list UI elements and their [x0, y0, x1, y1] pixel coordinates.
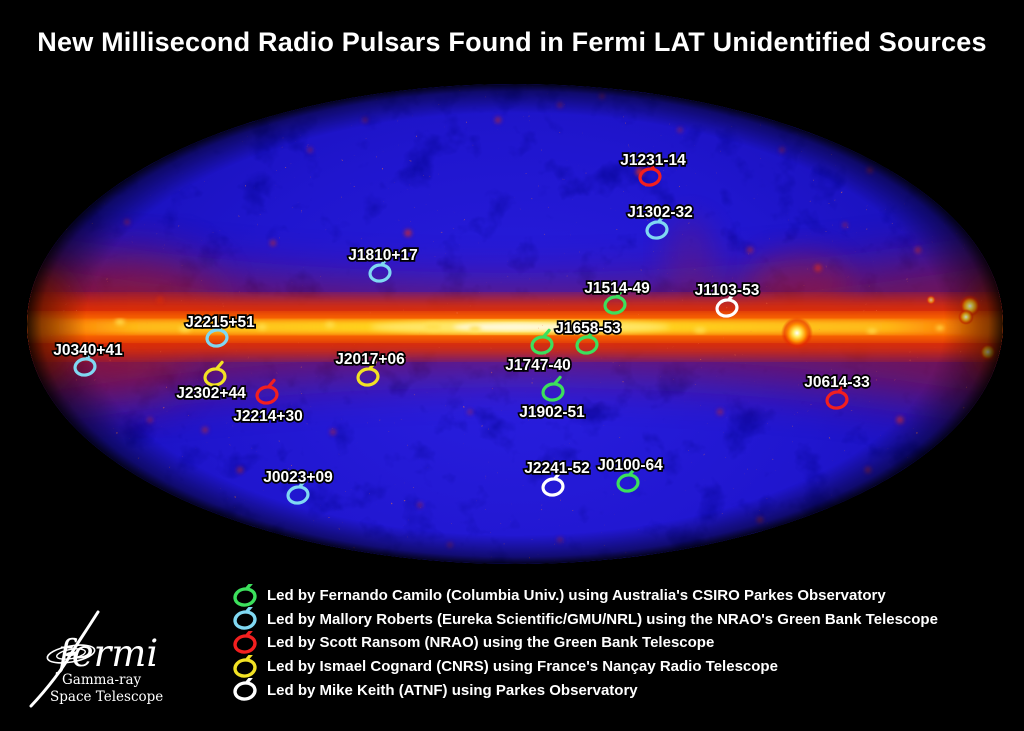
pulsar-markers-layer: J1231-14 J1302-32 J1810+17 J1514-49 J1103-53…	[52, 150, 872, 505]
legend-item-cognard: Led by Ismael Cognard (CNRS) using Franc…	[232, 654, 938, 679]
pulsar-marker-J2214+30: J2214+30	[232, 378, 304, 427]
marker-circle-icon	[203, 360, 227, 387]
pulsar-marker-J1514-49: J1514-49	[583, 278, 652, 315]
marker-circle-icon	[825, 383, 849, 410]
pulsar-marker-J1103-53: J1103-53	[693, 280, 761, 318]
marker-circle-icon	[233, 654, 257, 678]
pulsar-marker-J1902-51: J1902-51	[518, 375, 587, 423]
pulsar-label: J1902-51	[519, 404, 585, 421]
pulsar-label: J0023+09	[263, 469, 333, 486]
marker-circle-icon	[541, 470, 565, 497]
pulsar-marker-J2017+06: J2017+06	[334, 349, 407, 387]
marker-circle-icon	[205, 321, 229, 348]
pulsar-marker-J0100-64: J0100-64	[596, 455, 665, 493]
legend-item-camilo: Led by Fernando Camilo (Columbia Univ.) …	[232, 583, 938, 608]
team-marker-icon	[233, 607, 257, 631]
pulsar-label: J1810+17	[348, 247, 417, 264]
pulsar-label: J0614-33	[804, 374, 870, 391]
pulsar-label: J1231-14	[620, 152, 686, 169]
pulsar-label: J0100-64	[597, 457, 663, 474]
team-marker-icon	[233, 654, 257, 678]
marker-circle-icon	[73, 350, 97, 377]
fermi-subtitle-line2: Space Telescope	[50, 689, 163, 705]
legend: Led by Fernando Camilo (Columbia Univ.) …	[232, 583, 938, 702]
marker-circle-icon	[541, 375, 565, 402]
pulsar-marker-J2302+44: J2302+44	[175, 360, 248, 404]
pulsar-label: J1103-53	[695, 282, 760, 299]
marker-circle-icon	[255, 378, 279, 405]
marker-circle-icon	[715, 291, 739, 318]
pulsar-label: J1514-49	[584, 280, 650, 297]
pulsar-marker-J1658-53: J1658-53	[554, 318, 623, 355]
legend-label: Led by Scott Ransom (NRAO) using the Gre…	[267, 634, 715, 652]
pulsar-label: J2215+51	[185, 314, 255, 331]
pulsar-marker-J1810+17: J1810+17	[347, 245, 419, 283]
team-marker-icon	[233, 630, 257, 654]
pulsar-marker-J1747-40: J1747-40	[504, 328, 572, 376]
marker-circle-icon	[616, 466, 640, 493]
team-marker-icon	[233, 583, 257, 607]
marker-circle-icon	[233, 607, 257, 631]
marker-circle-icon	[233, 678, 257, 701]
legend-item-ransom: Led by Scott Ransom (NRAO) using the Gre…	[232, 630, 938, 655]
legend-label: Led by Ismael Cognard (CNRS) using Franc…	[267, 658, 778, 676]
fermi-wordmark: fermi	[55, 632, 158, 675]
legend-label: Led by Fernando Camilo (Columbia Univ.) …	[267, 587, 886, 605]
marker-circle-icon	[638, 160, 662, 187]
team-marker-icon	[233, 678, 257, 701]
pulsar-label: J2017+06	[335, 351, 405, 368]
marker-circle-icon	[368, 256, 392, 283]
marker-circle-icon	[286, 478, 310, 505]
legend-item-keith: Led by Mike Keith (ATNF) using Parkes Ob…	[232, 678, 938, 702]
pulsar-label: J1302-32	[627, 204, 693, 221]
pulsar-label: J1747-40	[505, 357, 571, 374]
pulsar-label: J2214+30	[233, 408, 302, 425]
legend-item-roberts: Led by Mallory Roberts (Eureka Scientifi…	[232, 607, 938, 632]
pulsar-marker-J2215+51: J2215+51	[184, 312, 257, 348]
fermi-logo: fermi Gamma-ray Space Telescope	[29, 610, 163, 708]
marker-circle-icon	[575, 328, 599, 355]
pulsar-marker-J0340+41: J0340+41	[52, 340, 125, 377]
legend-label: Led by Mike Keith (ATNF) using Parkes Ob…	[267, 681, 638, 699]
legend-label: Led by Mallory Roberts (Eureka Scientifi…	[267, 610, 938, 628]
marker-circle-icon	[233, 630, 257, 654]
fermi-galaxy-swoosh-icon	[29, 610, 100, 708]
pulsar-marker-J0614-33: J0614-33	[803, 372, 872, 410]
pulsar-label: J0340+41	[53, 342, 123, 359]
fermi-subtitle-line1: Gamma-ray	[62, 672, 142, 688]
marker-circle-icon	[233, 583, 257, 607]
marker-circle-icon	[603, 288, 627, 315]
marker-circle-icon	[530, 328, 554, 355]
marker-circle-icon	[645, 213, 669, 240]
pulsar-label: J1658-53	[555, 320, 621, 337]
pulsar-label: J2302+44	[176, 385, 246, 402]
pulsar-marker-J1231-14: J1231-14	[619, 150, 688, 187]
pulsar-marker-J2241-52: J2241-52	[523, 458, 591, 497]
pulsar-marker-J0023+09: J0023+09	[262, 467, 335, 505]
pulsar-label: J2241-52	[524, 460, 590, 477]
page-title: New Millisecond Radio Pulsars Found in F…	[37, 27, 987, 57]
marker-circle-icon	[356, 360, 380, 387]
pulsar-marker-J1302-32: J1302-32	[626, 202, 694, 240]
